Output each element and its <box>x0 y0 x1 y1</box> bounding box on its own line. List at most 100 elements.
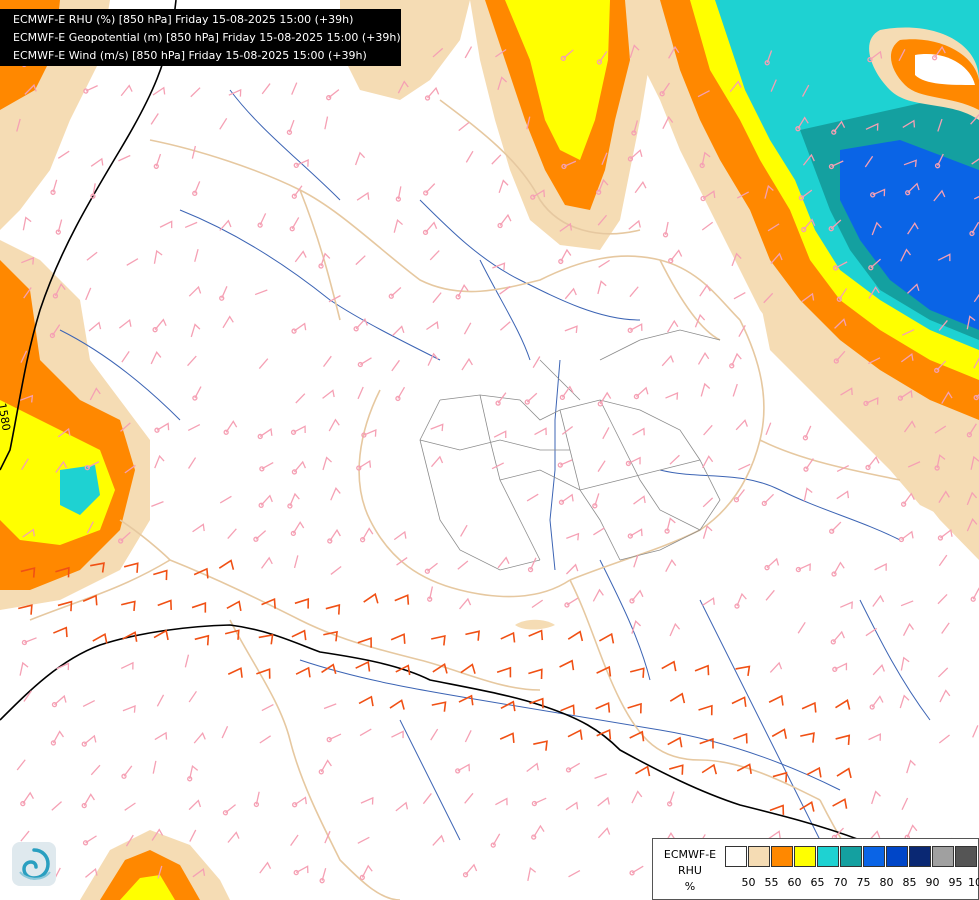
wind-barb <box>702 497 714 508</box>
wind-barb <box>738 325 746 337</box>
wind-barb <box>356 191 370 201</box>
legend-swatch <box>771 846 793 867</box>
humidity-field-east <box>80 300 955 900</box>
legend-swatch <box>748 846 770 867</box>
wind-barb <box>287 492 300 509</box>
wind-barb <box>497 213 512 229</box>
wind-barb <box>736 191 750 199</box>
wind-barb <box>19 394 34 403</box>
wind-barb <box>966 491 978 506</box>
wind-barb <box>596 665 612 677</box>
wind-barb <box>52 283 66 299</box>
wind-barb <box>499 732 515 743</box>
wind-barb <box>123 562 139 573</box>
wind-barb <box>193 567 209 579</box>
wind-barb <box>802 153 815 166</box>
wind-barb <box>125 834 134 847</box>
wind-barb <box>187 764 199 782</box>
wind-barb <box>733 291 746 300</box>
legend-swatch <box>955 846 977 867</box>
wind-barb <box>328 418 340 432</box>
wind-barb <box>729 352 742 369</box>
wind-barb <box>567 630 584 642</box>
wind-barb <box>191 602 207 613</box>
wind-barb <box>831 120 846 135</box>
wind-barb <box>863 396 879 407</box>
legend: ECMWF-E RHU % 50 55 60 65 70 75 80 85 90 95 100 <box>652 838 979 900</box>
wind-barb <box>257 428 273 440</box>
wind-barb <box>865 122 879 131</box>
wind-barb <box>82 699 96 707</box>
wind-barb <box>184 221 198 229</box>
wind-barb <box>363 592 379 604</box>
wind-barb <box>359 864 373 881</box>
wind-barb <box>966 315 976 330</box>
wind-barb <box>152 86 166 96</box>
wind-barb <box>772 771 788 783</box>
wind-barb <box>900 600 914 607</box>
wind-barb <box>598 259 610 268</box>
wind-barb <box>770 79 777 92</box>
wind-barb <box>972 725 979 738</box>
wind-barb <box>291 629 307 641</box>
wind-barb <box>664 517 676 534</box>
wind-barb <box>495 797 508 806</box>
wind-barbs-strong <box>18 559 852 815</box>
wind-barb <box>82 594 98 606</box>
wind-barb <box>701 221 714 231</box>
wind-barb <box>901 797 909 811</box>
wind-barb <box>24 83 37 95</box>
wind-barb <box>293 555 299 569</box>
wind-barb <box>966 517 978 532</box>
wind-barb <box>156 694 165 707</box>
legend-title-unit: % <box>684 880 696 893</box>
wind-barb <box>593 527 605 536</box>
wind-barb <box>905 182 920 196</box>
wind-barb <box>318 759 332 775</box>
wind-barb <box>761 493 775 507</box>
wind-barb <box>395 186 402 202</box>
wind-barb <box>801 84 810 97</box>
wind-barb <box>122 705 136 713</box>
wind-barb <box>293 159 309 168</box>
wind-barb <box>668 249 683 264</box>
wind-barb <box>699 284 711 297</box>
wind-barb <box>662 115 674 130</box>
wind-barb <box>496 666 512 678</box>
wind-barb <box>51 801 62 811</box>
legend-title: ECMWF-E RHU % <box>656 847 724 895</box>
wind-barb <box>902 119 916 129</box>
wind-barb <box>601 152 608 166</box>
wind-barb <box>934 454 946 471</box>
wind-barb <box>388 287 402 299</box>
wind-barb <box>227 667 243 678</box>
wind-barb <box>393 530 407 541</box>
wind-barb <box>422 793 432 805</box>
wind-barb <box>458 694 474 706</box>
wind-barb <box>395 801 409 812</box>
wind-barb <box>83 85 98 94</box>
wind-barb <box>90 157 104 167</box>
wind-barb <box>659 82 671 97</box>
wind-barb <box>455 763 470 774</box>
wind-barb <box>194 249 199 262</box>
wind-barb <box>564 325 578 334</box>
title-line-geopotential: ECMWF-E Geopotential (m) [850 hPa] Frida… <box>13 31 401 44</box>
wind-barb <box>491 462 505 470</box>
wind-barb <box>321 663 337 675</box>
wind-barb <box>20 791 35 807</box>
wind-barb <box>227 831 240 843</box>
wind-barb <box>700 382 711 397</box>
wind-barb <box>290 425 306 435</box>
wind-barb <box>629 286 639 298</box>
wind-barb <box>190 323 201 338</box>
wind-barb <box>56 662 70 671</box>
wind-barb <box>902 622 914 636</box>
wind-barb <box>969 221 979 237</box>
wind-barb <box>430 455 444 468</box>
wind-barb <box>694 313 706 328</box>
wind-barb <box>150 113 159 125</box>
wind-barb <box>223 420 238 435</box>
wind-barb <box>797 621 806 634</box>
wind-barb <box>258 494 273 508</box>
